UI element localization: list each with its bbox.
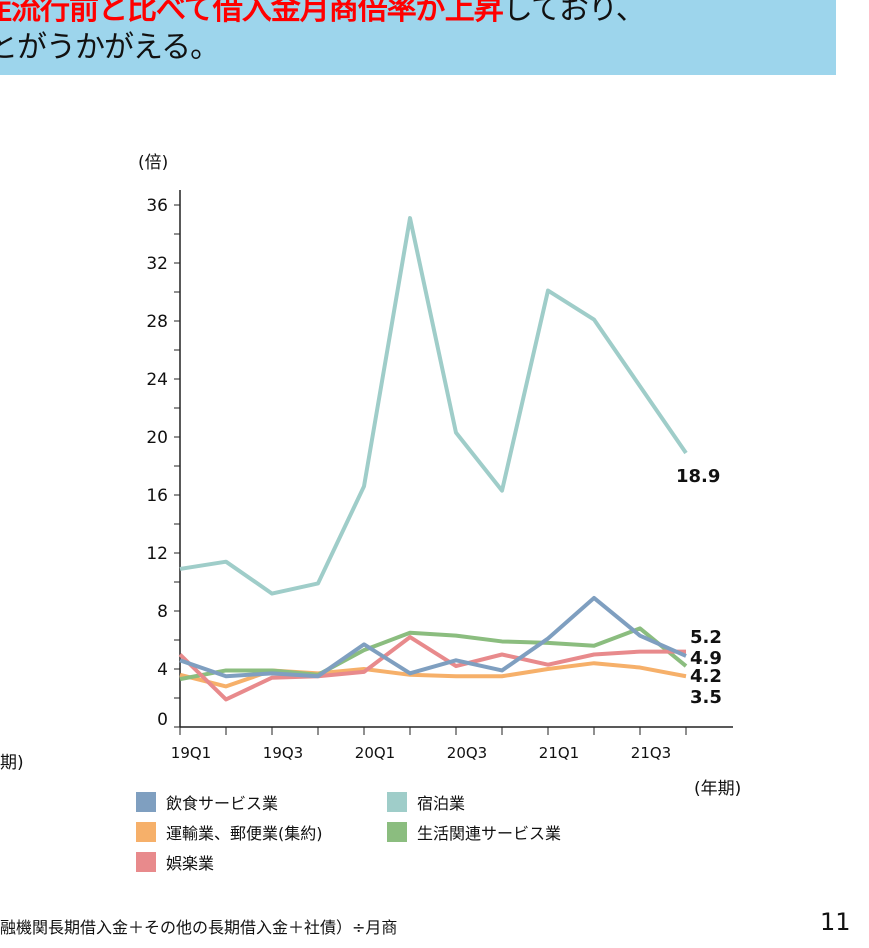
- page-number: 11: [820, 908, 851, 936]
- y-tick-label: 12: [146, 544, 168, 564]
- x-tick-label: 20Q1: [355, 744, 395, 762]
- end-value-label: 4.2: [690, 666, 722, 687]
- series-line: [179, 595, 687, 679]
- left-partial-label: 期): [0, 753, 24, 773]
- y-tick-label: 8: [157, 602, 168, 622]
- legend-item: 生活関連サービス業: [387, 820, 561, 844]
- footer-formula: 融機関長期借入金＋その他の長期借入金＋社債）÷月商: [0, 918, 398, 937]
- legend-swatch: [136, 822, 156, 842]
- x-tick-label: 21Q3: [631, 744, 671, 762]
- legend-label: 運輸業、郵便業(集約): [166, 824, 323, 843]
- series-line: [179, 626, 688, 682]
- y-tick-label: 24: [146, 370, 168, 390]
- legend-swatch: [136, 792, 156, 812]
- x-tick-label: 20Q3: [447, 744, 487, 762]
- y-tick-label: 28: [146, 312, 168, 332]
- series-line: [178, 635, 686, 702]
- y-tick-label: 20: [146, 428, 168, 448]
- y-tick-label: 0: [157, 710, 168, 730]
- banner-line-1: 症流行前と比べて借入金月商倍率が上昇しており、: [0, 0, 646, 28]
- banner-line-2: とがうかがえる。: [0, 30, 220, 65]
- legend-label: 生活関連サービス業: [417, 824, 562, 843]
- y-tick-label: 36: [146, 196, 168, 216]
- legend-swatch: [387, 792, 407, 812]
- end-value-label: 5.2: [690, 627, 722, 648]
- x-tick-label: 19Q1: [171, 744, 211, 762]
- series-line: [179, 216, 688, 596]
- y-tick-label: 4: [157, 660, 168, 680]
- legend-swatch: [387, 822, 407, 842]
- legend-item: 宿泊業: [387, 790, 465, 814]
- end-value-label: 18.9: [676, 466, 720, 487]
- y-axis-label: (倍): [138, 153, 168, 173]
- legend-label: 娯楽業: [166, 854, 215, 873]
- summary-banner: 症流行前と比べて借入金月商倍率が上昇しており、 とがうかがえる。: [0, 0, 836, 75]
- end-value-label: 4.9: [690, 648, 722, 669]
- x-axis-label: (年期): [694, 779, 741, 799]
- legend-swatch: [136, 852, 156, 872]
- banner-text: しており、: [502, 0, 646, 27]
- legend-item: 運輸業、郵便業(集約): [136, 820, 323, 844]
- x-tick-label: 19Q3: [263, 744, 303, 762]
- legend-item: 飲食サービス業: [136, 790, 278, 814]
- y-tick-label: 16: [146, 486, 168, 506]
- legend-label: 飲食サービス業: [166, 794, 279, 813]
- legend-label: 宿泊業: [417, 794, 466, 813]
- banner-highlight: 症流行前と比べて借入金月商倍率が上昇: [0, 0, 504, 27]
- y-tick-label: 32: [146, 254, 168, 274]
- legend-item: 娯楽業: [136, 850, 214, 874]
- end-value-label: 3.5: [690, 687, 722, 708]
- x-tick-label: 21Q1: [539, 744, 579, 762]
